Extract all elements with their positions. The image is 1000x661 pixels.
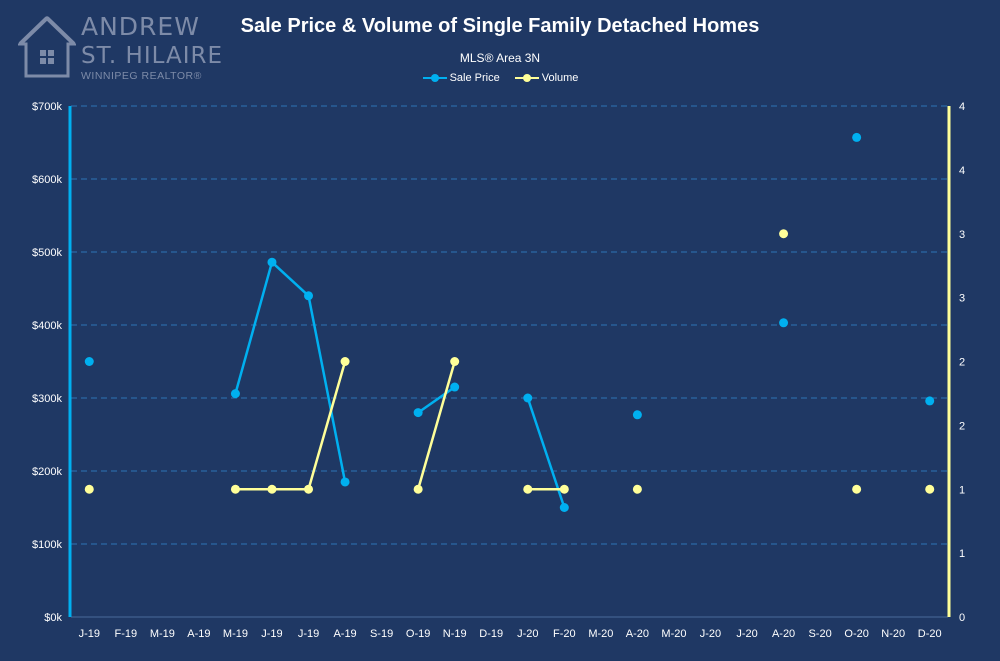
volume-point <box>779 229 789 239</box>
volume-point <box>84 484 94 494</box>
right-axis-tick-label: 0 <box>959 612 965 624</box>
volume-point <box>413 484 423 494</box>
sale-price-line-segment <box>307 295 347 483</box>
sale-price-point <box>340 477 350 487</box>
x-axis-tick-label: S-19 <box>370 628 393 640</box>
x-axis-tick-label: F-20 <box>553 628 576 640</box>
volume-point <box>340 357 350 366</box>
right-axis-tick-label: 3 <box>959 293 965 305</box>
x-axis-tick-label: J-20 <box>517 628 538 640</box>
volume-point <box>559 484 569 494</box>
x-axis-tick-label: S-20 <box>808 628 831 640</box>
volume-point <box>267 484 277 494</box>
x-axis-tick-label: D-20 <box>918 628 942 640</box>
x-axis-tick-label: A-19 <box>333 628 356 640</box>
logo-name-line2: ST. HILAIRE <box>81 43 223 69</box>
x-axis-tick-label: O-20 <box>844 628 868 640</box>
sale-price-point <box>413 408 423 418</box>
volume-point <box>304 484 314 494</box>
volume-point <box>450 357 460 366</box>
volume-legend-marker <box>514 74 539 82</box>
left-axis-tick-label: $600k <box>32 174 62 186</box>
left-axis-tick-label: $400k <box>32 320 62 332</box>
sale-price-point <box>450 382 460 392</box>
legend-item-sale-price: Sale Price <box>422 72 500 84</box>
left-axis-tick-label: $100k <box>32 539 62 551</box>
x-axis-tick-label: A-19 <box>187 628 210 640</box>
sale-price-legend-marker <box>422 74 447 82</box>
legend-label-sale-price: Sale Price <box>449 72 500 84</box>
sale-price-point <box>852 132 862 142</box>
chart-subtitle: MLS® Area 3N <box>459 51 541 65</box>
left-axis-tick-label: $700k <box>32 101 62 113</box>
sale-price-line-segment <box>417 386 456 414</box>
left-axis-tick-label: $200k <box>32 466 62 478</box>
x-axis-tick-label: A-20 <box>626 628 649 640</box>
sale-price-line-segment <box>271 261 310 297</box>
right-axis-tick-label: 2 <box>959 357 965 369</box>
logo-name-line1: ANDREW <box>81 12 200 41</box>
sale-price-point <box>925 396 935 406</box>
sale-price-point <box>267 257 277 267</box>
right-axis-tick-label: 3 <box>959 229 965 241</box>
right-axis-tick-label: 4 <box>959 165 965 177</box>
sale-price-line-segment <box>526 397 566 508</box>
legend-item-volume: Volume <box>514 72 579 84</box>
sale-price-point <box>304 291 314 301</box>
volume-point <box>230 484 240 494</box>
chart-title: Sale Price & Volume of Single Family Det… <box>240 15 760 37</box>
volume-line-segment <box>307 361 347 490</box>
chart-legend: Sale Price Volume <box>0 72 1000 84</box>
right-axis-tick-label: 1 <box>959 548 965 560</box>
logo-tagline: WINNIPEG REALTOR® <box>81 70 202 82</box>
x-axis-tick-label: J-20 <box>736 628 757 640</box>
x-axis-tick-label: O-19 <box>406 628 430 640</box>
x-axis-tick-label: N-20 <box>881 628 905 640</box>
volume-point <box>632 484 642 494</box>
x-axis-tick-label: M-19 <box>150 628 175 640</box>
x-axis-tick-label: J-19 <box>79 628 100 640</box>
legend-label-volume: Volume <box>541 72 579 84</box>
volume-line-segment <box>416 361 456 490</box>
x-axis-tick-label: J-20 <box>700 628 721 640</box>
left-axis-tick-label: $500k <box>32 247 62 259</box>
right-axis-tick-label: 2 <box>959 420 965 432</box>
left-axis-tick-label: $300k <box>32 393 62 405</box>
x-axis-tick-label: M-20 <box>588 628 613 640</box>
x-axis-tick-label: M-20 <box>661 628 686 640</box>
sale-price-point <box>779 318 789 328</box>
x-axis-tick-label: M-19 <box>223 628 248 640</box>
volume-point <box>925 484 935 494</box>
x-axis-tick-label: F-19 <box>115 628 138 640</box>
sale-price-line-segment <box>234 261 274 394</box>
realtor-logo: ANDREW ST. HILAIRE WINNIPEG REALTOR® <box>18 12 228 82</box>
x-axis-tick-label: N-19 <box>443 628 467 640</box>
sale-price-point <box>632 410 642 420</box>
x-axis-tick-label: J-19 <box>261 628 282 640</box>
right-axis-tick-label: 1 <box>959 484 965 496</box>
right-axis-tick-label: 4 <box>959 101 965 113</box>
volume-point <box>852 484 862 494</box>
x-axis-tick-label: D-19 <box>479 628 503 640</box>
left-axis-tick-label: $0k <box>44 612 62 624</box>
x-axis-tick-label: A-20 <box>772 628 795 640</box>
sale-price-point <box>523 393 533 403</box>
house-icon <box>18 15 76 78</box>
x-axis-tick-label: J-19 <box>298 628 319 640</box>
sale-price-point <box>230 389 240 399</box>
sale-price-point <box>84 357 94 366</box>
sale-price-point <box>559 503 569 512</box>
volume-point <box>523 484 533 494</box>
